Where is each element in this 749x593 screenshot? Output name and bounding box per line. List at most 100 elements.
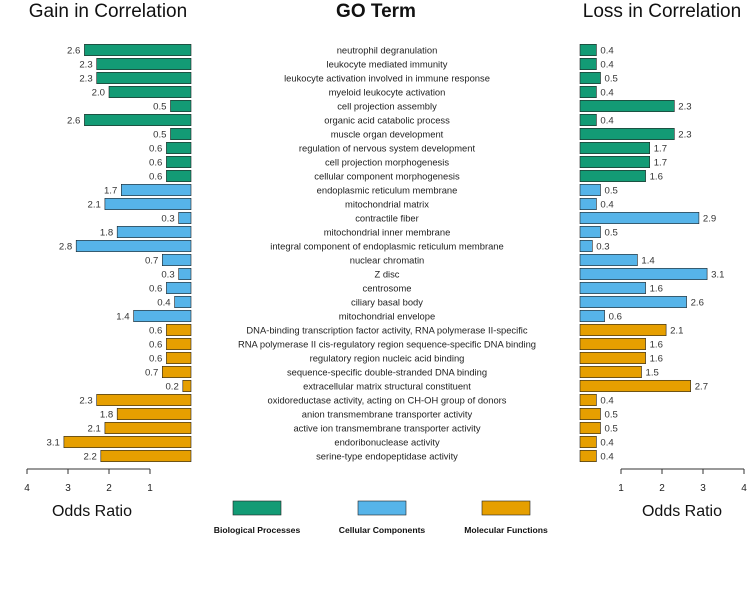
go-term-label: serine-type endopeptidase activity <box>316 450 458 461</box>
go-term-label: cell projection morphogenesis <box>325 156 449 167</box>
gain-bar <box>174 295 192 308</box>
go-term-label: active ion transmembrane transporter act… <box>293 422 480 433</box>
legend: Biological Processes Cellular Components M… <box>214 500 548 535</box>
gain-value-label: 0.5 <box>153 129 166 140</box>
go-term-label: leukocyte mediated immunity <box>327 58 448 69</box>
loss-value-label: 1.6 <box>650 171 663 182</box>
loss-value-label: 0.4 <box>600 45 614 56</box>
gain-value-label: 3.1 <box>47 437 60 448</box>
loss-value-label: 1.7 <box>654 157 667 168</box>
go-term-label: integral component of endoplasmic reticu… <box>270 240 503 251</box>
gain-bar <box>178 212 192 225</box>
right-axis-tick-label: 3 <box>700 483 706 494</box>
loss-bar <box>579 421 601 434</box>
loss-value-label: 1.6 <box>650 283 663 294</box>
go-term-label: ciliary basal body <box>351 296 423 307</box>
loss-value-label: 0.3 <box>596 241 609 252</box>
loss-bar <box>579 393 597 406</box>
gain-bar <box>182 379 192 392</box>
loss-bar <box>579 351 646 364</box>
gain-bar <box>166 156 192 169</box>
go-term-label: Z disc <box>374 268 399 279</box>
gain-value-label: 0.6 <box>149 325 162 336</box>
go-term-label: sequence-specific double-stranded DNA bi… <box>287 366 487 377</box>
go-term-label: neutrophil degranulation <box>337 44 438 55</box>
gain-value-label: 2.6 <box>67 45 80 56</box>
loss-bar <box>579 198 597 211</box>
loss-value-label: 0.4 <box>600 451 614 462</box>
gain-bar <box>116 226 192 239</box>
loss-value-label: 1.4 <box>641 255 655 266</box>
legend-label: Molecular Functions <box>464 525 548 535</box>
loss-value-label: 3.1 <box>711 269 724 280</box>
loss-value-label: 0.6 <box>609 311 622 322</box>
go-term-label: muscle organ development <box>331 128 444 139</box>
loss-value-label: 2.9 <box>703 213 716 224</box>
gain-value-label: 0.4 <box>157 297 171 308</box>
loss-value-label: 2.6 <box>691 297 704 308</box>
loss-bar <box>579 226 601 239</box>
left-bars: 2.62.32.32.00.52.60.50.60.60.61.72.10.31… <box>47 43 192 462</box>
loss-bar <box>579 86 597 99</box>
go-term-label: mitochondrial envelope <box>339 310 435 321</box>
gain-value-label: 0.7 <box>145 367 158 378</box>
go-term-label: leukocyte activation involved in immune … <box>284 72 490 83</box>
gain-value-label: 0.5 <box>153 101 166 112</box>
loss-value-label: 2.3 <box>678 129 691 140</box>
loss-value-label: 0.4 <box>600 59 614 70</box>
loss-value-label: 2.1 <box>670 325 683 336</box>
go-term-label: organic acid catabolic process <box>324 114 450 125</box>
gain-bar <box>75 240 192 253</box>
gain-value-label: 2.3 <box>79 395 92 406</box>
legend-swatch <box>481 500 531 516</box>
gain-value-label: 2.3 <box>79 73 92 84</box>
loss-bar <box>579 170 646 183</box>
go-term-label: nuclear chromatin <box>350 254 425 265</box>
loss-value-label: 1.5 <box>646 367 659 378</box>
gain-bar <box>133 309 192 322</box>
loss-value-label: 2.7 <box>695 381 708 392</box>
go-term-label: cellular component morphogenesis <box>314 170 460 181</box>
gain-bar <box>84 43 192 56</box>
legend-label: Cellular Components <box>339 525 426 535</box>
gain-value-label: 2.6 <box>67 115 80 126</box>
right-panel-title: Loss in Correlation <box>583 1 741 22</box>
loss-bar <box>579 449 597 462</box>
loss-bar <box>579 309 605 322</box>
loss-value-label: 0.5 <box>605 409 618 420</box>
loss-bar <box>579 184 601 197</box>
loss-bar <box>579 212 700 225</box>
loss-bar <box>579 100 675 113</box>
gain-bar <box>166 323 192 336</box>
gain-value-label: 1.8 <box>100 227 113 238</box>
right-axis-tick-label: 4 <box>741 483 747 494</box>
gain-bar <box>170 100 192 113</box>
gain-value-label: 0.2 <box>165 381 178 392</box>
gain-value-label: 1.7 <box>104 185 117 196</box>
gain-value-label: 2.1 <box>88 199 101 210</box>
loss-bar <box>579 43 597 56</box>
loss-value-label: 0.5 <box>605 73 618 84</box>
gain-bar <box>178 267 192 280</box>
gain-bar <box>170 128 192 141</box>
loss-bar <box>579 379 691 392</box>
right-bars: 0.4 0.4 0.5 0.4 2.3 0.4 2.3 1.7 1.7 1.6 0.5 0.4 2.9 0… <box>579 43 724 462</box>
gain-bar <box>166 170 192 183</box>
left-x-axis: 4 3 2 1 <box>24 468 153 494</box>
loss-value-label: 0.4 <box>600 437 614 448</box>
go-term-labels: neutrophil degranulation leukocyte mediat… <box>238 44 536 461</box>
gain-bar <box>100 449 192 462</box>
left-axis-tick-label: 3 <box>65 483 71 494</box>
go-term-label: oxidoreductase activity, acting on CH-OH… <box>267 394 506 405</box>
loss-bar <box>579 435 597 448</box>
go-term-label: endoplasmic reticulum membrane <box>317 184 458 195</box>
gain-value-label: 0.7 <box>145 255 158 266</box>
gain-bar <box>96 57 192 70</box>
gain-value-label: 1.8 <box>100 409 113 420</box>
go-term-label: regulation of nervous system development <box>299 142 476 153</box>
loss-bar <box>579 114 597 127</box>
gain-value-label: 2.0 <box>92 87 105 98</box>
right-x-axis-label: Odds Ratio <box>642 503 722 520</box>
gain-value-label: 0.6 <box>149 339 162 350</box>
